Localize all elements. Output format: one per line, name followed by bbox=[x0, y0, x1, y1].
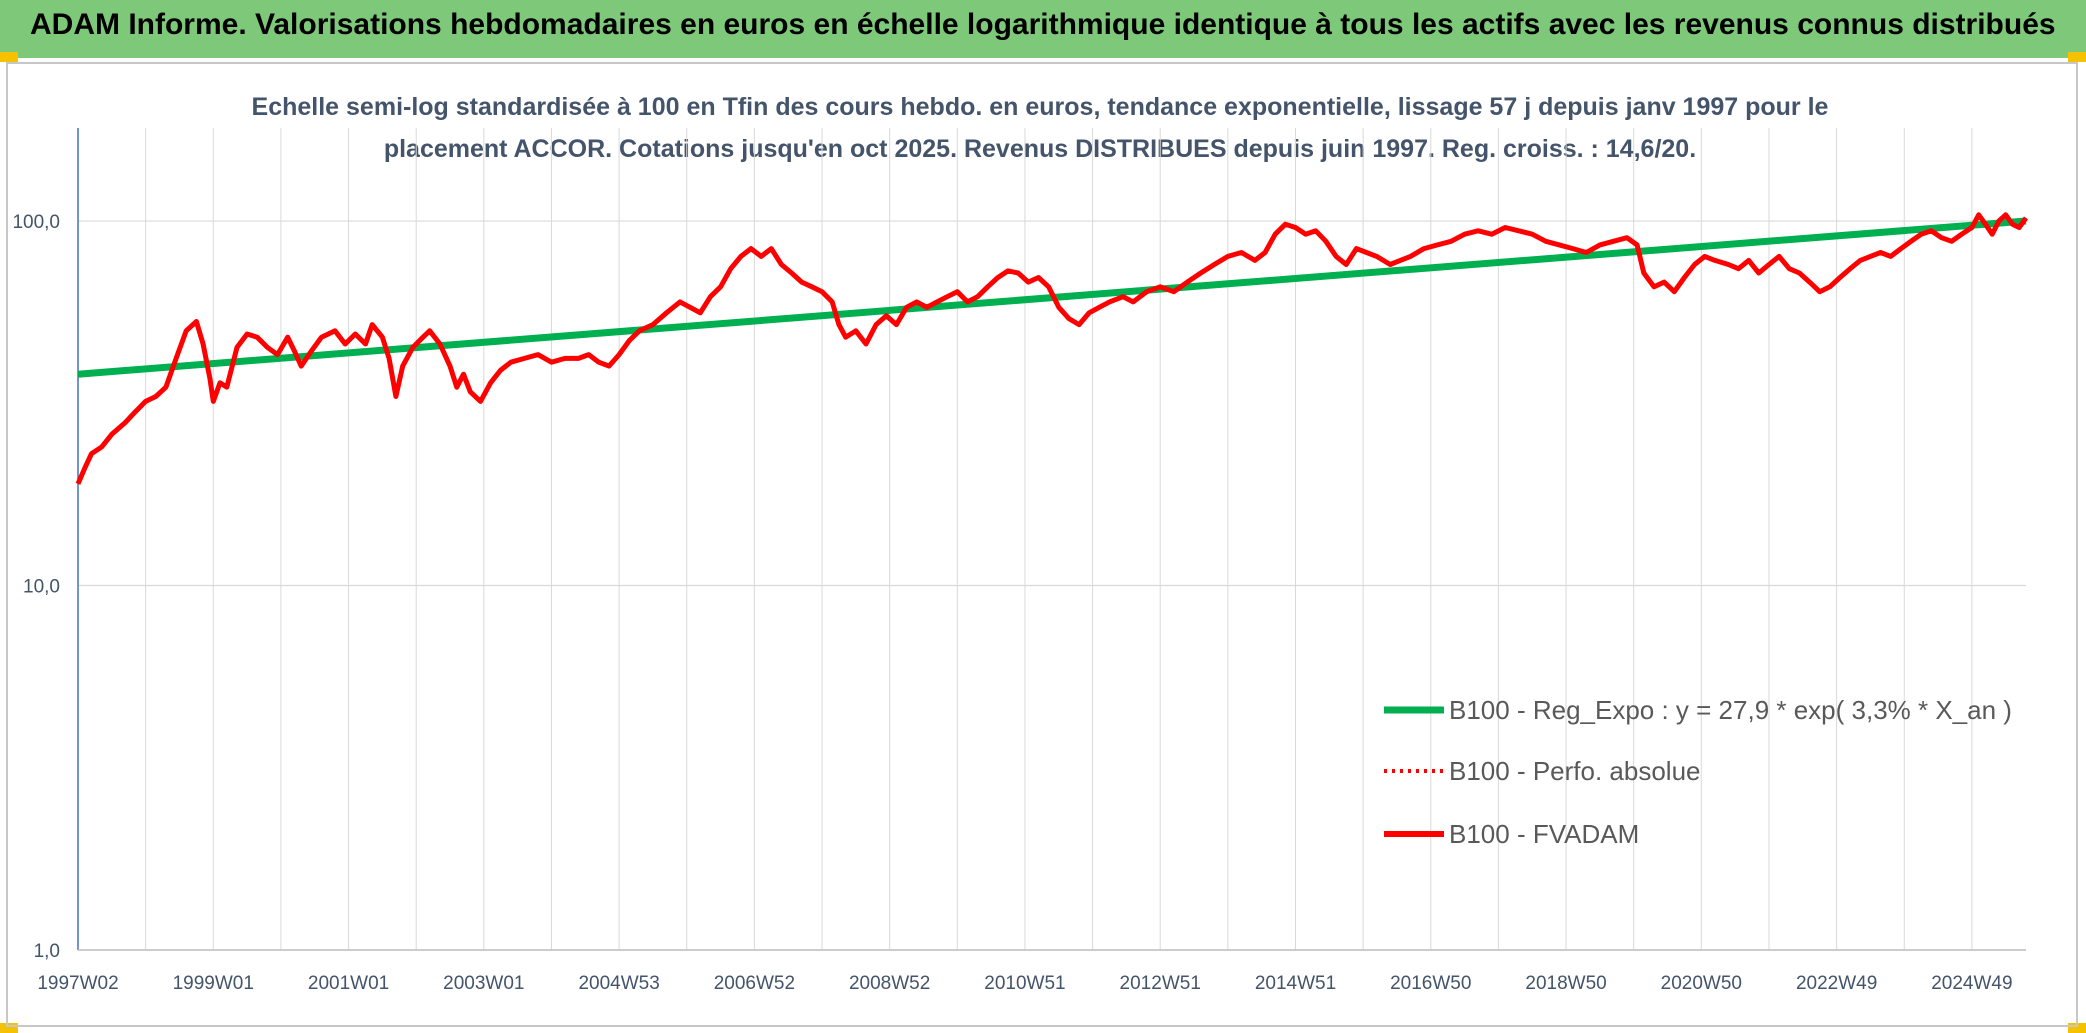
x-tick-label: 2018W50 bbox=[1525, 973, 1606, 994]
legend-label: B100 - Perfo. absolue bbox=[1449, 756, 1701, 786]
page-title: ADAM Informe. Valorisations hebdomadaire… bbox=[30, 8, 2056, 41]
x-tick-label: 1997W02 bbox=[37, 973, 118, 994]
x-tick-label: 2004W53 bbox=[578, 973, 659, 994]
y-tick-label: 1,0 bbox=[34, 941, 60, 962]
chart-frame bbox=[6, 62, 2078, 1027]
x-tick-label: 2024W49 bbox=[1931, 973, 2012, 994]
legend-label: B100 - FVADAM bbox=[1449, 819, 1639, 849]
x-tick-label: 1999W01 bbox=[173, 973, 254, 994]
x-tick-label: 2016W50 bbox=[1390, 973, 1471, 994]
corner-mark-right bbox=[2068, 52, 2086, 62]
corner-mark-left bbox=[0, 52, 18, 62]
corner-mark-bottom-left bbox=[0, 1023, 18, 1033]
x-tick-label: 2020W50 bbox=[1661, 973, 1742, 994]
chart-title: Echelle semi-log standardisée à 100 en T… bbox=[251, 93, 1829, 163]
x-tick-label: 2003W01 bbox=[443, 973, 524, 994]
y-tick-label: 10,0 bbox=[23, 577, 60, 598]
corner-mark-bottom-right bbox=[2068, 1023, 2086, 1033]
title-banner: ADAM Informe. Valorisations hebdomadaire… bbox=[0, 0, 2086, 58]
fvadam-line bbox=[75, 212, 2029, 485]
x-tick-label: 2010W51 bbox=[984, 973, 1065, 994]
x-tick-label: 2008W52 bbox=[849, 973, 930, 994]
x-tick-label: 2006W52 bbox=[714, 973, 795, 994]
legend-label: B100 - Reg_Expo : y = 27,9 * exp( 3,3% *… bbox=[1449, 695, 2012, 725]
x-tick-label: 2012W51 bbox=[1120, 973, 1201, 994]
x-tick-label: 2022W49 bbox=[1796, 973, 1877, 994]
y-tick-label: 100,0 bbox=[12, 212, 60, 233]
x-tick-label: 2001W01 bbox=[308, 973, 389, 994]
x-tick-label: 2014W51 bbox=[1255, 973, 1336, 994]
